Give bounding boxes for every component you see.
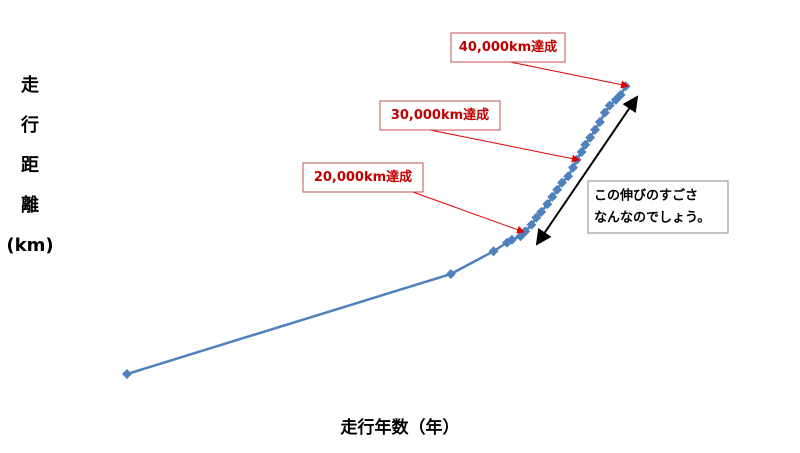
annotation-box — [450, 32, 566, 63]
annotation-box — [302, 162, 424, 193]
point — [506, 234, 517, 245]
annotation-box — [379, 100, 501, 131]
y-axis-label-line: 距 — [21, 155, 39, 176]
y-axis-label-line: 走 — [21, 75, 39, 96]
point — [122, 369, 132, 379]
y-axis-label-line: 離 — [21, 194, 39, 216]
annotation-arrow — [509, 61, 629, 89]
y-axis-label-line: (km) — [6, 235, 53, 256]
point — [488, 246, 499, 257]
annotation-text: 20,000km達成 — [314, 169, 412, 185]
point — [526, 219, 537, 230]
point — [445, 269, 456, 280]
annotation-text: 30,000km達成 — [391, 107, 489, 123]
double-arrow — [535, 95, 639, 246]
callout-text: この伸びのすごさ — [594, 188, 698, 204]
annotations: 20,000km達成 30,000km達成 40,000km達成この伸びのすごさなん… — [302, 32, 729, 246]
y-axis-label-line: 行 — [20, 114, 39, 136]
callout-text: なんなのでしょう。 — [594, 211, 710, 226]
annotation-text: 40,000km達成 — [459, 39, 557, 55]
callout-box — [587, 180, 729, 234]
annotation-arrow — [409, 190, 525, 234]
x-axis-label: 走行年数（年） — [341, 417, 460, 438]
